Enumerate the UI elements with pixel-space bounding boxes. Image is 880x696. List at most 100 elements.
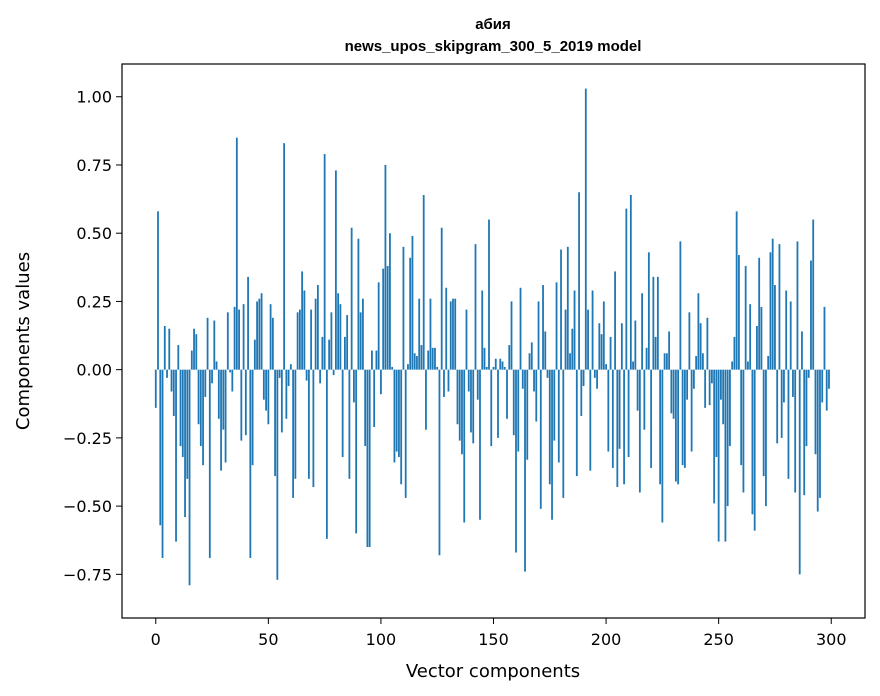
bar	[607, 369, 610, 452]
bar	[443, 369, 445, 397]
bar	[602, 301, 605, 370]
bar	[172, 369, 175, 417]
bar	[328, 339, 331, 370]
bar	[587, 309, 589, 370]
bar	[747, 361, 749, 370]
bar	[337, 293, 340, 370]
bar	[762, 369, 765, 477]
bar	[821, 369, 824, 403]
bar	[199, 369, 202, 447]
bar	[711, 369, 713, 384]
bar	[704, 369, 707, 408]
bar	[267, 369, 270, 425]
bar	[357, 238, 360, 370]
bar	[224, 369, 227, 463]
bar	[609, 336, 612, 370]
bar	[294, 369, 297, 479]
bar-series	[154, 88, 830, 586]
bar	[348, 369, 351, 479]
y-tick-label: 1.00	[76, 88, 112, 107]
bar	[416, 356, 418, 370]
bar	[418, 298, 421, 370]
bar	[380, 369, 382, 395]
bar	[668, 331, 671, 370]
bar	[425, 369, 427, 430]
bar	[787, 369, 790, 479]
bar	[825, 369, 828, 411]
bar	[359, 312, 362, 370]
bar	[519, 287, 522, 370]
bar	[427, 350, 430, 370]
bar	[154, 369, 157, 408]
bar	[634, 320, 637, 370]
bar	[217, 369, 220, 419]
bar	[659, 369, 662, 485]
bar	[204, 369, 207, 397]
bar	[211, 369, 213, 384]
bar	[769, 252, 772, 370]
x-tick-label: 250	[703, 630, 734, 649]
bar	[611, 369, 614, 468]
bar	[384, 164, 387, 370]
bar	[193, 328, 195, 370]
bar	[220, 369, 222, 471]
bar	[591, 290, 594, 370]
bar	[738, 255, 740, 370]
bar	[765, 369, 767, 507]
bar	[319, 369, 322, 384]
bar	[305, 369, 308, 381]
bar	[789, 301, 792, 370]
bar	[422, 195, 425, 370]
bar	[341, 369, 344, 457]
y-tick-label: 0.75	[76, 156, 112, 175]
bar	[679, 241, 682, 370]
x-tick-label: 200	[591, 630, 622, 649]
bar	[715, 369, 718, 457]
bar	[242, 304, 245, 370]
bar	[652, 276, 655, 370]
bar	[580, 369, 583, 417]
bar	[526, 369, 529, 460]
bar	[578, 192, 580, 370]
bar	[440, 227, 443, 370]
x-axis-ticks: 0 50 100 150 200 250 300	[151, 618, 847, 649]
bar	[569, 353, 571, 370]
bar	[253, 339, 256, 370]
bar	[177, 345, 180, 370]
bar	[190, 350, 193, 370]
bar	[283, 143, 286, 370]
bar	[310, 309, 313, 370]
bar	[420, 345, 423, 370]
bar	[724, 369, 727, 542]
bar	[404, 369, 407, 498]
bar	[438, 369, 441, 556]
bar	[265, 369, 267, 411]
bar	[805, 369, 808, 447]
bar	[229, 369, 231, 373]
bar	[226, 312, 229, 370]
bar	[501, 361, 504, 370]
bar	[208, 369, 211, 558]
bar	[751, 369, 754, 515]
bar	[402, 246, 405, 370]
bar	[400, 369, 403, 485]
bar	[465, 309, 468, 370]
bar	[645, 347, 648, 370]
bar	[431, 347, 434, 370]
bar	[485, 366, 488, 370]
bar	[618, 369, 621, 449]
bar	[753, 369, 756, 531]
bar	[260, 293, 263, 370]
bar	[474, 244, 477, 370]
bar	[605, 364, 607, 370]
plot-area-frame	[121, 63, 866, 619]
bar	[562, 369, 565, 498]
bar	[447, 369, 450, 392]
bar	[350, 227, 353, 370]
y-tick-label: −0.75	[63, 565, 112, 584]
bar	[654, 336, 657, 370]
bar	[323, 154, 326, 370]
bar	[355, 369, 358, 534]
bar	[238, 309, 240, 370]
bar	[184, 369, 186, 518]
